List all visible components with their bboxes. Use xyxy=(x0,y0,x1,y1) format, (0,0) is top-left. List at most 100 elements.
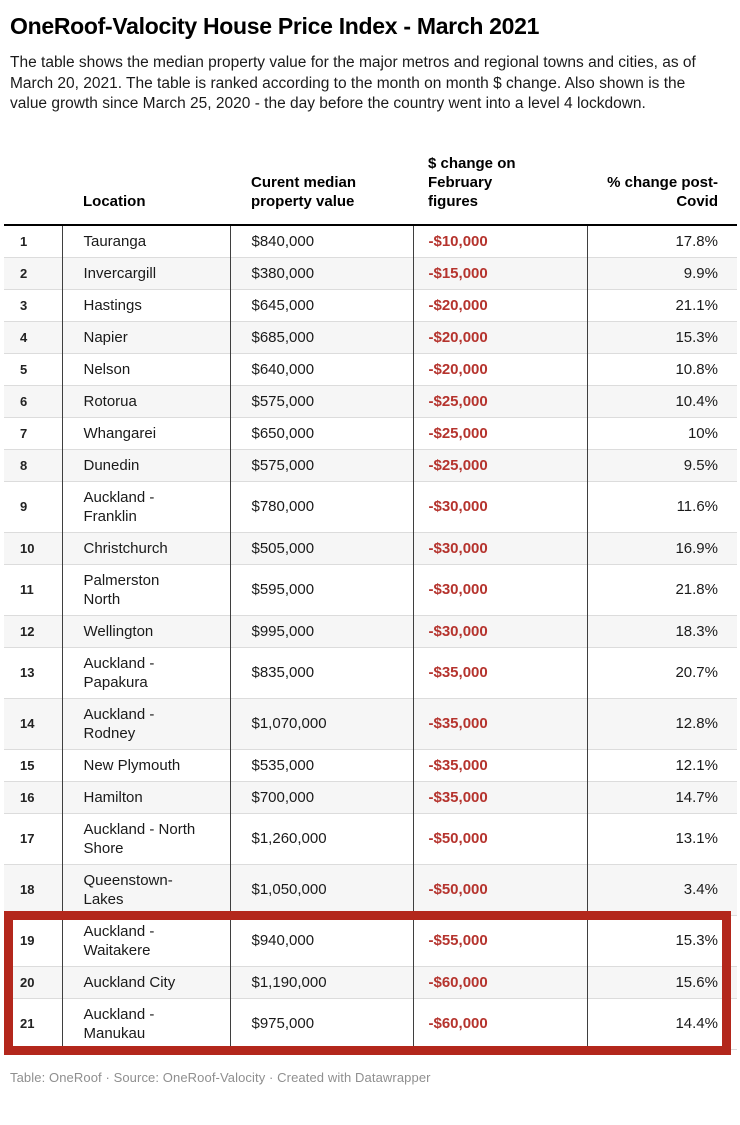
table-row: 20 Auckland City $1,190,000 -$60,000 15.6% xyxy=(4,965,737,998)
rank-cell: 6 xyxy=(4,384,62,417)
change-cell: -$60,000 xyxy=(412,965,587,998)
rank-cell: 13 xyxy=(4,646,62,698)
pct-cell: 10.8% xyxy=(586,352,737,385)
change-cell: -$25,000 xyxy=(412,416,587,449)
value-cell: $575,000 xyxy=(229,448,413,481)
location-cell: Invercargill xyxy=(61,256,230,289)
location-cell: New Plymouth xyxy=(61,748,230,781)
value-cell: $835,000 xyxy=(229,646,413,698)
location-cell: Auckland - North Shore xyxy=(61,812,230,864)
change-cell: -$20,000 xyxy=(412,352,587,385)
table-row: 4 Napier $685,000 -$20,000 15.3% xyxy=(4,320,737,353)
table-header: Location Curent median property value $ … xyxy=(4,128,737,226)
location-cell: Auckland - Waitakere xyxy=(61,914,230,966)
table-row: 16 Hamilton $700,000 -$35,000 14.7% xyxy=(4,780,737,813)
value-cell: $535,000 xyxy=(229,748,413,781)
pct-cell: 15.6% xyxy=(586,965,737,998)
attribution-footer: Table: OneRoof · Source: OneRoof-Valocit… xyxy=(10,1069,431,1085)
pct-cell: 17.8% xyxy=(586,224,737,257)
data-table-wrap: Location Curent median property value $ … xyxy=(4,128,737,1055)
location-cell: Rotorua xyxy=(61,384,230,417)
pct-cell: 9.9% xyxy=(586,256,737,289)
rank-cell: 20 xyxy=(4,965,62,998)
value-cell: $700,000 xyxy=(229,780,413,813)
location-cell: Wellington xyxy=(61,614,230,647)
location-cell: Auckland City xyxy=(61,965,230,998)
value-cell: $1,050,000 xyxy=(229,863,413,915)
location-cell: Auckland - Manukau xyxy=(61,997,230,1049)
change-cell: -$20,000 xyxy=(412,320,587,353)
rank-cell: 3 xyxy=(4,288,62,321)
rank-cell: 21 xyxy=(4,997,62,1049)
location-cell: Tauranga xyxy=(61,224,230,257)
rank-cell: 4 xyxy=(4,320,62,353)
value-cell: $995,000 xyxy=(229,614,413,647)
change-cell: -$15,000 xyxy=(412,256,587,289)
location-cell: Hamilton xyxy=(61,780,230,813)
rank-cell: 2 xyxy=(4,256,62,289)
rank-cell: 5 xyxy=(4,352,62,385)
table-row: 11 Palmerston North $595,000 -$30,000 21.8% xyxy=(4,563,737,615)
table-row: 14 Auckland - Rodney $1,070,000 -$35,000 12.… xyxy=(4,697,737,749)
chart-description: The table shows the median property valu… xyxy=(10,54,696,112)
pct-cell: 13.1% xyxy=(586,812,737,864)
location-cell: Queenstown-Lakes xyxy=(61,863,230,915)
location-cell: Auckland - Papakura xyxy=(61,646,230,698)
location-cell: Auckland - Rodney xyxy=(61,697,230,749)
page-title: OneRoof-Valocity House Price Index - Mar… xyxy=(10,13,540,39)
value-cell: $505,000 xyxy=(229,531,413,564)
value-cell: $640,000 xyxy=(229,352,413,385)
value-cell: $650,000 xyxy=(229,416,413,449)
value-cell: $1,260,000 xyxy=(229,812,413,864)
value-cell: $780,000 xyxy=(229,480,413,532)
location-cell: Palmerston North xyxy=(61,563,230,615)
column-header-rank xyxy=(4,128,62,226)
change-cell: -$30,000 xyxy=(412,614,587,647)
rank-cell: 15 xyxy=(4,748,62,781)
pct-cell: 14.7% xyxy=(586,780,737,813)
value-cell: $645,000 xyxy=(229,288,413,321)
table-row: 8 Dunedin $575,000 -$25,000 9.5% xyxy=(4,448,737,481)
rank-cell: 8 xyxy=(4,448,62,481)
table-row: 18 Queenstown-Lakes $1,050,000 -$50,000 3.4% xyxy=(4,863,737,915)
rank-cell: 1 xyxy=(20,233,28,249)
pct-cell: 10% xyxy=(586,416,737,449)
house-price-table: Location Curent median property value $ … xyxy=(4,128,737,1050)
table-row: 19 Auckland - Waitakere $940,000 -$55,000 15… xyxy=(4,914,737,966)
change-cell: -$35,000 xyxy=(412,697,587,749)
location-cell: Whangarei xyxy=(61,416,230,449)
pct-cell: 10.4% xyxy=(586,384,737,417)
table-row: 5 Nelson $640,000 -$20,000 10.8% xyxy=(4,352,737,385)
change-cell: -$35,000 xyxy=(412,748,587,781)
table-row: 7 Whangarei $650,000 -$25,000 10% xyxy=(4,416,737,449)
pct-cell: 16.9% xyxy=(586,531,737,564)
pct-cell: 9.5% xyxy=(586,448,737,481)
table-row: 15 New Plymouth $535,000 -$35,000 12.1% xyxy=(4,748,737,781)
location-cell: Dunedin xyxy=(61,448,230,481)
rank-cell: 19 xyxy=(4,914,62,966)
rank-cell: 7 xyxy=(4,416,62,449)
table-row: 10 Christchurch $505,000 -$30,000 16.9% xyxy=(4,531,737,564)
pct-cell: 3.4% xyxy=(586,863,737,915)
change-cell: -$30,000 xyxy=(412,563,587,615)
change-cell: -$20,000 xyxy=(412,288,587,321)
rank-cell: 11 xyxy=(4,563,62,615)
table-row: 21 Auckland - Manukau $975,000 -$60,000 14.4… xyxy=(4,997,737,1049)
value-cell: $380,000 xyxy=(229,256,413,289)
rank-cell: 14 xyxy=(4,697,62,749)
change-cell: -$25,000 xyxy=(412,448,587,481)
change-cell: -$50,000 xyxy=(412,812,587,864)
pct-cell: 20.7% xyxy=(586,646,737,698)
table-row: 17 Auckland - North Shore $1,260,000 -$50,0… xyxy=(4,812,737,864)
change-cell: -$60,000 xyxy=(412,997,587,1049)
rank-cell: 12 xyxy=(4,614,62,647)
pct-cell: 15.3% xyxy=(586,320,737,353)
pct-cell: 11.6% xyxy=(586,480,737,532)
change-cell: -$30,000 xyxy=(412,531,587,564)
change-cell: -$35,000 xyxy=(412,780,587,813)
rank-cell: 10 xyxy=(4,531,62,564)
table-row: 12 Wellington $995,000 -$30,000 18.3% xyxy=(4,614,737,647)
pct-cell: 18.3% xyxy=(586,614,737,647)
column-header-location: Location xyxy=(62,128,230,226)
change-cell: -$35,000 xyxy=(412,646,587,698)
